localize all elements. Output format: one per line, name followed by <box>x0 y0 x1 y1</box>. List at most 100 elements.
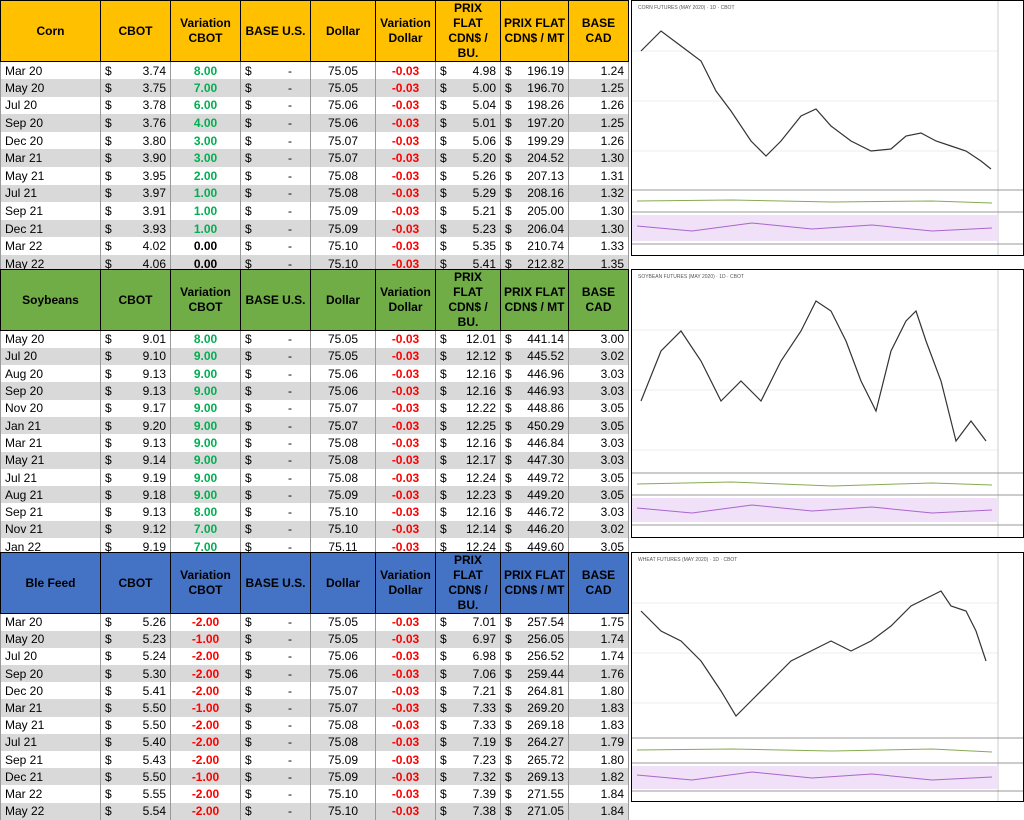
cell-value: 7.38 <box>472 804 496 819</box>
currency-cell: $446.96 <box>500 365 569 383</box>
currency-cell: $445.52 <box>500 347 569 366</box>
currency-cell: $9.17 <box>100 399 171 417</box>
cell-value: - <box>288 786 292 801</box>
currency-symbol: $ <box>105 186 112 201</box>
currency-cell: $256.52 <box>500 647 569 666</box>
variation-cell: 9.00 <box>170 365 241 383</box>
currency-symbol: $ <box>505 80 512 95</box>
currency-cell: $7.32 <box>435 768 501 786</box>
currency-cell: $199.29 <box>500 131 569 150</box>
currency-cell: $ - <box>240 416 311 435</box>
currency-symbol: $ <box>105 80 112 95</box>
cell-value: - <box>288 116 292 131</box>
currency-cell: $9.18 <box>100 486 171 504</box>
cell-value: 5.55 <box>142 786 166 801</box>
chart-title: WHEAT FUTURES (MAY 2020) · 1D · CBOT <box>638 557 737 563</box>
currency-symbol: $ <box>440 615 447 630</box>
variation-cell: -2.00 <box>170 785 241 803</box>
variation-cell: -2.00 <box>170 665 241 683</box>
cell-value: 12.25 <box>465 418 496 433</box>
header-cell: PRIX FLAT CDN$ / BU. <box>435 0 501 62</box>
variation-cell: -0.03 <box>375 630 436 648</box>
value-cell: 1.75 <box>568 613 629 631</box>
currency-cell: $3.80 <box>100 131 171 150</box>
cell-value: 446.20 <box>527 522 564 537</box>
currency-cell: $264.81 <box>500 682 569 700</box>
cell-value: 9.13 <box>142 366 166 381</box>
currency-symbol: $ <box>245 666 252 681</box>
cell-value: 264.81 <box>527 683 564 698</box>
variation-cell: -2.00 <box>170 647 241 666</box>
cell-value: 3.76 <box>142 116 166 131</box>
cell-value: - <box>288 505 292 520</box>
value-cell: 75.06 <box>310 382 376 400</box>
currency-symbol: $ <box>440 366 447 381</box>
month-cell: Mar 20 <box>0 61 101 80</box>
value-cell: 75.11 <box>310 538 376 556</box>
currency-cell: $5.50 <box>100 699 171 717</box>
cell-value: 7.39 <box>472 786 496 801</box>
currency-cell: $7.19 <box>435 733 501 751</box>
cell-value: 5.29 <box>472 186 496 201</box>
currency-cell: $12.16 <box>435 503 501 521</box>
currency-symbol: $ <box>440 401 447 416</box>
variation-cell: -2.00 <box>170 802 241 820</box>
value-cell: 75.10 <box>310 255 376 273</box>
cell-value: 198.26 <box>527 98 564 113</box>
cell-value: 5.41 <box>472 256 496 271</box>
currency-symbol: $ <box>505 435 512 450</box>
currency-symbol: $ <box>245 804 252 819</box>
cell-value: - <box>288 453 292 468</box>
cell-value: 269.18 <box>527 718 564 733</box>
currency-symbol: $ <box>105 435 112 450</box>
variation-cell: 9.00 <box>170 382 241 400</box>
currency-cell: $5.41 <box>100 682 171 700</box>
data-row: May 20 $5.23 -1.00 $ -75.05 -0.03 $6.97 $256.05… <box>0 630 629 648</box>
currency-cell: $207.13 <box>500 167 569 185</box>
currency-cell: $5.50 <box>100 716 171 734</box>
currency-symbol: $ <box>505 418 512 433</box>
cell-value: - <box>288 186 292 201</box>
cell-value: 9.17 <box>142 401 166 416</box>
currency-cell: $3.93 <box>100 219 171 238</box>
header-cell: CBOT <box>100 552 171 614</box>
currency-cell: $ - <box>240 131 311 150</box>
cell-value: - <box>288 384 292 399</box>
cell-value: - <box>288 98 292 113</box>
cell-value: 3.75 <box>142 80 166 95</box>
header-cell: PRIX FLAT CDN$ / BU. <box>435 552 501 614</box>
cell-value: 3.90 <box>142 151 166 166</box>
cell-value: 5.50 <box>142 701 166 716</box>
cell-value: - <box>288 239 292 254</box>
cell-value: 7.01 <box>472 615 496 630</box>
variation-cell: -0.03 <box>375 255 436 273</box>
currency-symbol: $ <box>245 98 252 113</box>
value-cell: 75.06 <box>310 365 376 383</box>
currency-symbol: $ <box>440 186 447 201</box>
currency-symbol: $ <box>245 221 252 236</box>
value-cell: 75.10 <box>310 520 376 539</box>
currency-symbol: $ <box>105 116 112 131</box>
currency-cell: $3.90 <box>100 149 171 168</box>
variation-cell: 9.00 <box>170 416 241 435</box>
currency-cell: $ - <box>240 733 311 751</box>
currency-cell: $447.30 <box>500 451 569 469</box>
cell-value: 5.01 <box>472 116 496 131</box>
cell-value: 4.02 <box>142 239 166 254</box>
variation-cell: 9.00 <box>170 451 241 469</box>
currency-symbol: $ <box>245 453 252 468</box>
variation-cell: -0.03 <box>375 416 436 435</box>
currency-symbol: $ <box>245 151 252 166</box>
currency-symbol: $ <box>440 151 447 166</box>
cell-value: 197.20 <box>527 116 564 131</box>
currency-symbol: $ <box>440 239 447 254</box>
currency-symbol: $ <box>245 239 252 254</box>
data-row: May 22 $4.06 0.00 $ -75.10 -0.03 $5.41 $212.82 1… <box>0 255 629 273</box>
currency-cell: $ - <box>240 434 311 452</box>
cell-value: 256.05 <box>527 632 564 647</box>
cell-value: 9.20 <box>142 418 166 433</box>
data-row: Sep 20 $5.30 -2.00 $ -75.06 -0.03 $7.06 $259.44… <box>0 665 629 683</box>
value-cell: 75.08 <box>310 451 376 469</box>
currency-cell: $7.23 <box>435 751 501 769</box>
data-row: Mar 20 $5.26 -2.00 $ -75.05 -0.03 $7.01 $257.54… <box>0 613 629 631</box>
